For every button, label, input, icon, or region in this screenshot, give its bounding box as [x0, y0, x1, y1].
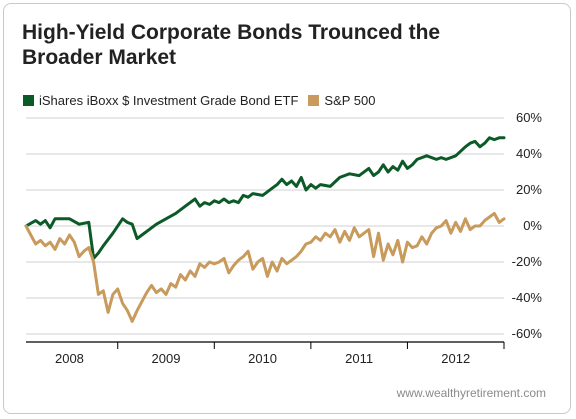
legend-swatch-bond-etf: [23, 94, 34, 106]
x-tick-label: 2008: [55, 351, 84, 366]
x-tick-label: 2010: [248, 351, 277, 366]
y-tick-label: 20%: [516, 182, 542, 197]
chart-card: [3, 3, 571, 414]
series-line-sp500: [24, 211, 506, 323]
legend-swatch-sp500: [308, 94, 320, 106]
source-credit: www.wealthyretirement.com: [396, 386, 546, 400]
legend-item-sp500: S&P 500: [308, 92, 376, 108]
y-tick-label: -60%: [512, 326, 543, 341]
legend: iShares iBoxx $ Investment Grade Bond ET…: [23, 92, 386, 108]
x-tick-label: 2012: [441, 351, 470, 366]
y-tick-label: -40%: [512, 290, 543, 305]
x-tick-label: 2011: [345, 351, 373, 366]
chart-title: High-Yield Corporate Bonds Trounced the …: [22, 21, 441, 69]
y-tick-label: -20%: [512, 254, 543, 269]
legend-label-sp500: S&P 500: [324, 92, 376, 108]
legend-label-bond-etf: iShares iBoxx $ Investment Grade Bond ET…: [39, 92, 299, 108]
y-tick-label: 0%: [523, 218, 542, 233]
x-tick-label: 2009: [152, 351, 181, 366]
y-tick-label: 60%: [516, 110, 542, 125]
series-line-bond-etf: [24, 136, 506, 260]
y-tick-label: 40%: [516, 146, 542, 161]
legend-item-bond-etf: iShares iBoxx $ Investment Grade Bond ET…: [23, 93, 298, 108]
